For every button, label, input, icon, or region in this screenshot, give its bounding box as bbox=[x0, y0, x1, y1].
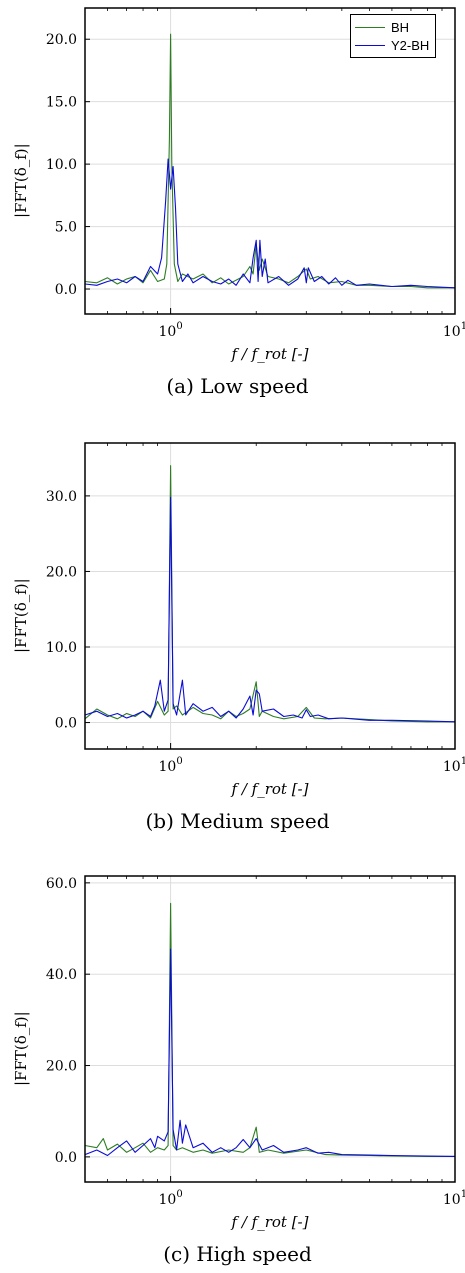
chart-panel-low-speed: 0.0 5.0 10.0 15.0 20.0 100 101 |FFT(δ_f)| f / … bbox=[0, 0, 465, 420]
y-axis-label: |FFT(δ_f)| bbox=[12, 143, 30, 218]
legend: BH Y2-BH bbox=[350, 14, 437, 58]
x-tick-label: 100 bbox=[159, 321, 183, 340]
legend-swatch-y2-bh bbox=[355, 44, 385, 46]
x-tick-label: 100 bbox=[159, 1189, 183, 1208]
y-tick-label: 0.0 bbox=[55, 1150, 77, 1166]
legend-item-bh: BH bbox=[355, 18, 429, 36]
plot-frame bbox=[84, 7, 456, 315]
x-tick-label: 100 bbox=[159, 756, 183, 775]
x-tick-label: 101 bbox=[443, 321, 465, 340]
legend-item-y2-bh: Y2-BH bbox=[355, 36, 429, 54]
chart-low-speed: 0.0 5.0 10.0 15.0 20.0 100 101 bbox=[46, 7, 465, 340]
series-line-bh bbox=[84, 902, 455, 1157]
caption-medium-speed: (b) Medium speed bbox=[145, 809, 330, 833]
series-line-bh bbox=[84, 33, 455, 289]
y-axis-label: |FFT(δ_f)| bbox=[12, 578, 30, 653]
y-tick-label: 0.0 bbox=[55, 282, 77, 298]
y-tick-label: 5.0 bbox=[55, 220, 77, 236]
x-axis-label: f / f_rot [-] bbox=[231, 1213, 309, 1231]
legend-swatch-bh bbox=[355, 26, 385, 28]
y-tick-label: 10.0 bbox=[46, 640, 77, 656]
legend-label-bh: BH bbox=[391, 19, 410, 35]
caption-high-speed: (c) High speed bbox=[163, 1242, 312, 1266]
y-tick-label: 30.0 bbox=[46, 489, 77, 505]
series-line-y2-bh bbox=[84, 496, 456, 723]
legend-label-y2-bh: Y2-BH bbox=[391, 37, 430, 53]
y-tick-label: 15.0 bbox=[46, 95, 77, 111]
y-tick-label: 0.0 bbox=[55, 716, 77, 732]
x-tick-label: 101 bbox=[443, 1189, 465, 1208]
plot-frame bbox=[84, 875, 456, 1183]
series-line-y2-bh bbox=[84, 948, 456, 1157]
caption-low-speed: (a) Low speed bbox=[166, 374, 309, 398]
series-line-y2-bh bbox=[84, 158, 456, 289]
chart-panel-high-speed: 0.0 20.0 40.0 60.0 100 101 |FFT(δ_f)| f / f_r… bbox=[0, 868, 465, 1273]
y-tick-label: 60.0 bbox=[46, 876, 77, 892]
y-axis-label: |FFT(δ_f)| bbox=[12, 1011, 30, 1086]
plot-frame bbox=[84, 442, 456, 750]
chart-panel-medium-speed: 0.0 10.0 20.0 30.0 100 101 |FFT(δ_f)| f / f_r… bbox=[0, 435, 465, 855]
x-tick-label: 101 bbox=[443, 756, 465, 775]
x-axis-label: f / f_rot [-] bbox=[231, 780, 309, 798]
y-tick-label: 20.0 bbox=[46, 32, 77, 48]
x-axis-label: f / f_rot [-] bbox=[231, 345, 309, 363]
series-line-bh bbox=[84, 465, 455, 723]
y-tick-label: 10.0 bbox=[46, 157, 77, 173]
y-tick-label: 20.0 bbox=[46, 564, 77, 580]
chart-medium-speed: 0.0 10.0 20.0 30.0 100 101 bbox=[46, 442, 465, 775]
y-tick-label: 20.0 bbox=[46, 1059, 77, 1075]
chart-high-speed: 0.0 20.0 40.0 60.0 100 101 bbox=[46, 875, 465, 1208]
y-tick-label: 40.0 bbox=[46, 967, 77, 983]
